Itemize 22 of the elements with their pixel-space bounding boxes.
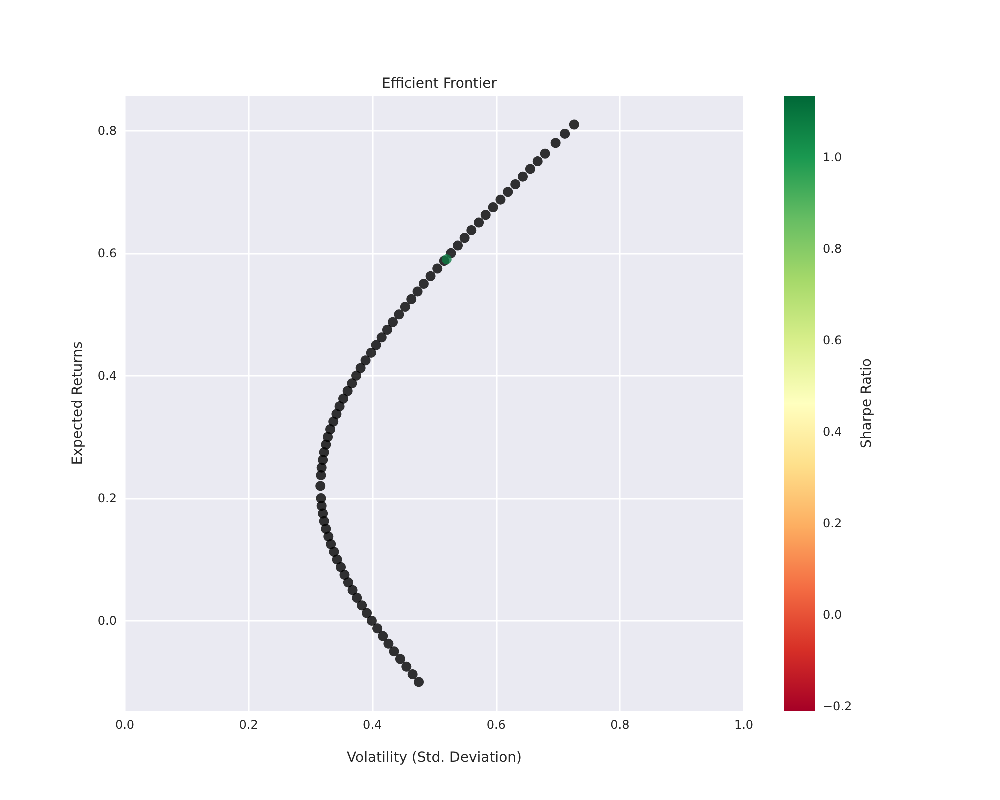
color-bar-label: −0.2: [823, 699, 852, 714]
color-bar-label: 1.0: [823, 150, 842, 165]
color-bar-label: 0.0: [823, 608, 842, 622]
color-bar-label: 0.4: [823, 425, 842, 440]
x-tick-label: 0.6: [486, 718, 506, 732]
color-bar-label: 0.6: [823, 334, 842, 348]
y-tick-label: 0.0: [98, 614, 117, 628]
x-tick-label: 1.0: [734, 718, 754, 732]
chart-title: Efficient Frontier: [382, 76, 498, 92]
x-tick-label: 0.8: [610, 718, 630, 732]
color-bar-label: 0.2: [823, 516, 842, 531]
y-tick-label: 0.8: [98, 124, 117, 138]
x-tick-label: 0.0: [115, 718, 135, 732]
x-tick-label: 0.2: [239, 718, 258, 732]
color-bar-title: Sharpe Ratio: [859, 358, 875, 448]
y-tick-label: 0.2: [98, 491, 117, 506]
x-tick-label: 0.4: [363, 718, 382, 732]
color-bar-label: 0.8: [823, 242, 842, 256]
y-tick-label: 0.4: [98, 368, 117, 383]
y-tick-label: 0.6: [98, 246, 117, 260]
y-axis-title: Expected Returns: [70, 342, 86, 466]
x-axis-title: Volatility (Std. Deviation): [347, 750, 522, 766]
